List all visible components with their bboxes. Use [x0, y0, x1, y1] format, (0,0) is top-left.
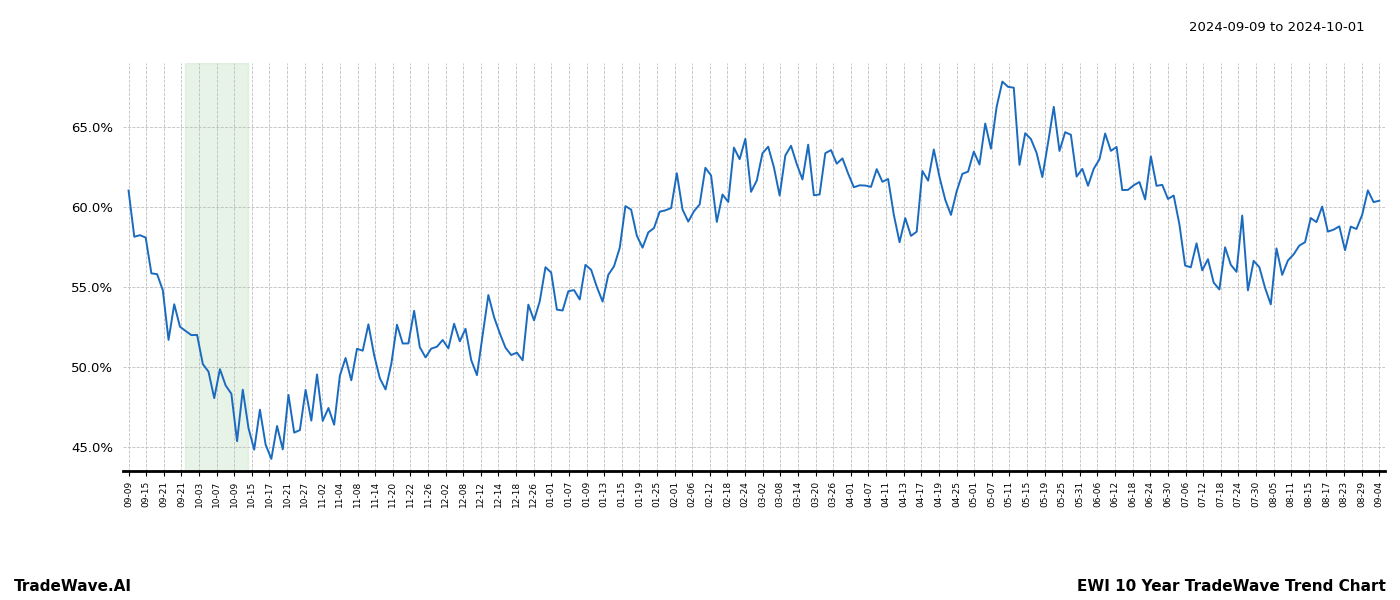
Bar [185, 63, 248, 471]
Text: EWI 10 Year TradeWave Trend Chart: EWI 10 Year TradeWave Trend Chart [1077, 579, 1386, 594]
Text: 2024-09-09 to 2024-10-01: 2024-09-09 to 2024-10-01 [1190, 21, 1365, 34]
Text: TradeWave.AI: TradeWave.AI [14, 579, 132, 594]
